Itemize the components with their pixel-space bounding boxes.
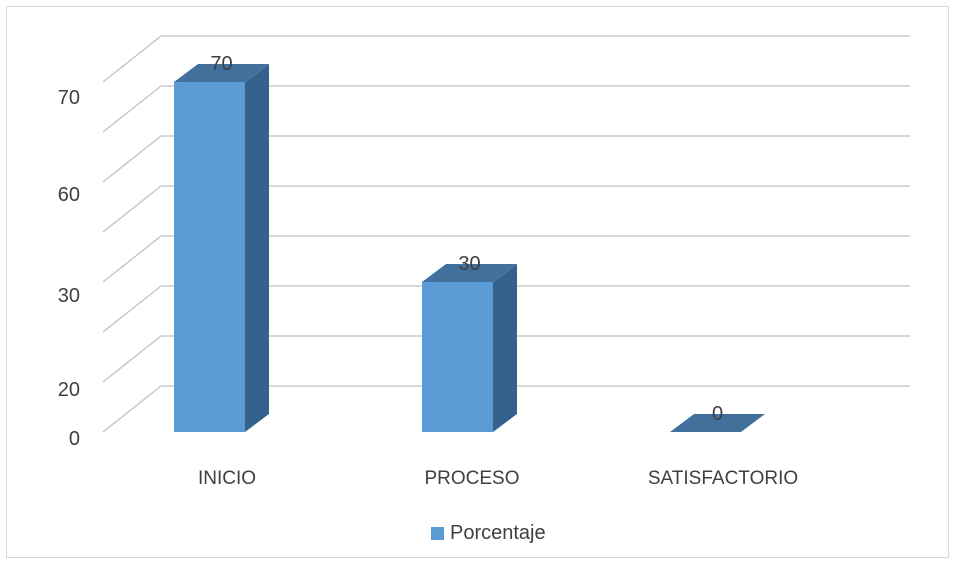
legend-swatch [431,526,444,540]
bar [422,264,517,432]
category-label: PROCESO [424,468,519,489]
bar-top [422,264,517,282]
bar-front [422,282,493,432]
gridline-diagonal [102,335,162,383]
y-tick-label: 20 [58,379,80,401]
gridlines [102,35,910,433]
y-tick-label: 60 [58,184,80,206]
bar-top [670,414,765,432]
y-tick-label: 30 [58,285,80,307]
y-tick-label: 0 [69,428,80,450]
bar [670,414,765,432]
bars [174,64,765,432]
bar-top [174,64,269,82]
gridline-diagonal [102,385,162,433]
category-label: INICIO [198,468,256,489]
x-axis-categories: INICIO PROCESO SATISFACTORIO [198,468,798,489]
gridline-diagonal [102,135,162,183]
gridline-diagonal [102,35,162,83]
bar-front [174,82,245,432]
bar [174,64,269,432]
data-label: 70 [210,53,232,75]
data-label: 30 [458,253,480,275]
data-labels: 70 30 0 [210,53,723,425]
legend-label: Porcentaje [450,521,546,544]
gridline-diagonal [102,235,162,283]
gridline-diagonal [102,285,162,333]
bar-side [493,264,517,432]
bar-side [245,64,269,432]
y-axis-ticks: 0 20 30 60 70 [58,87,80,450]
gridline-diagonal [102,85,162,133]
data-label: 0 [712,403,723,425]
category-label: SATISFACTORIO [648,468,798,489]
gridline-diagonal [102,185,162,233]
legend: Porcentaje [431,521,546,545]
y-tick-label: 70 [58,87,80,109]
